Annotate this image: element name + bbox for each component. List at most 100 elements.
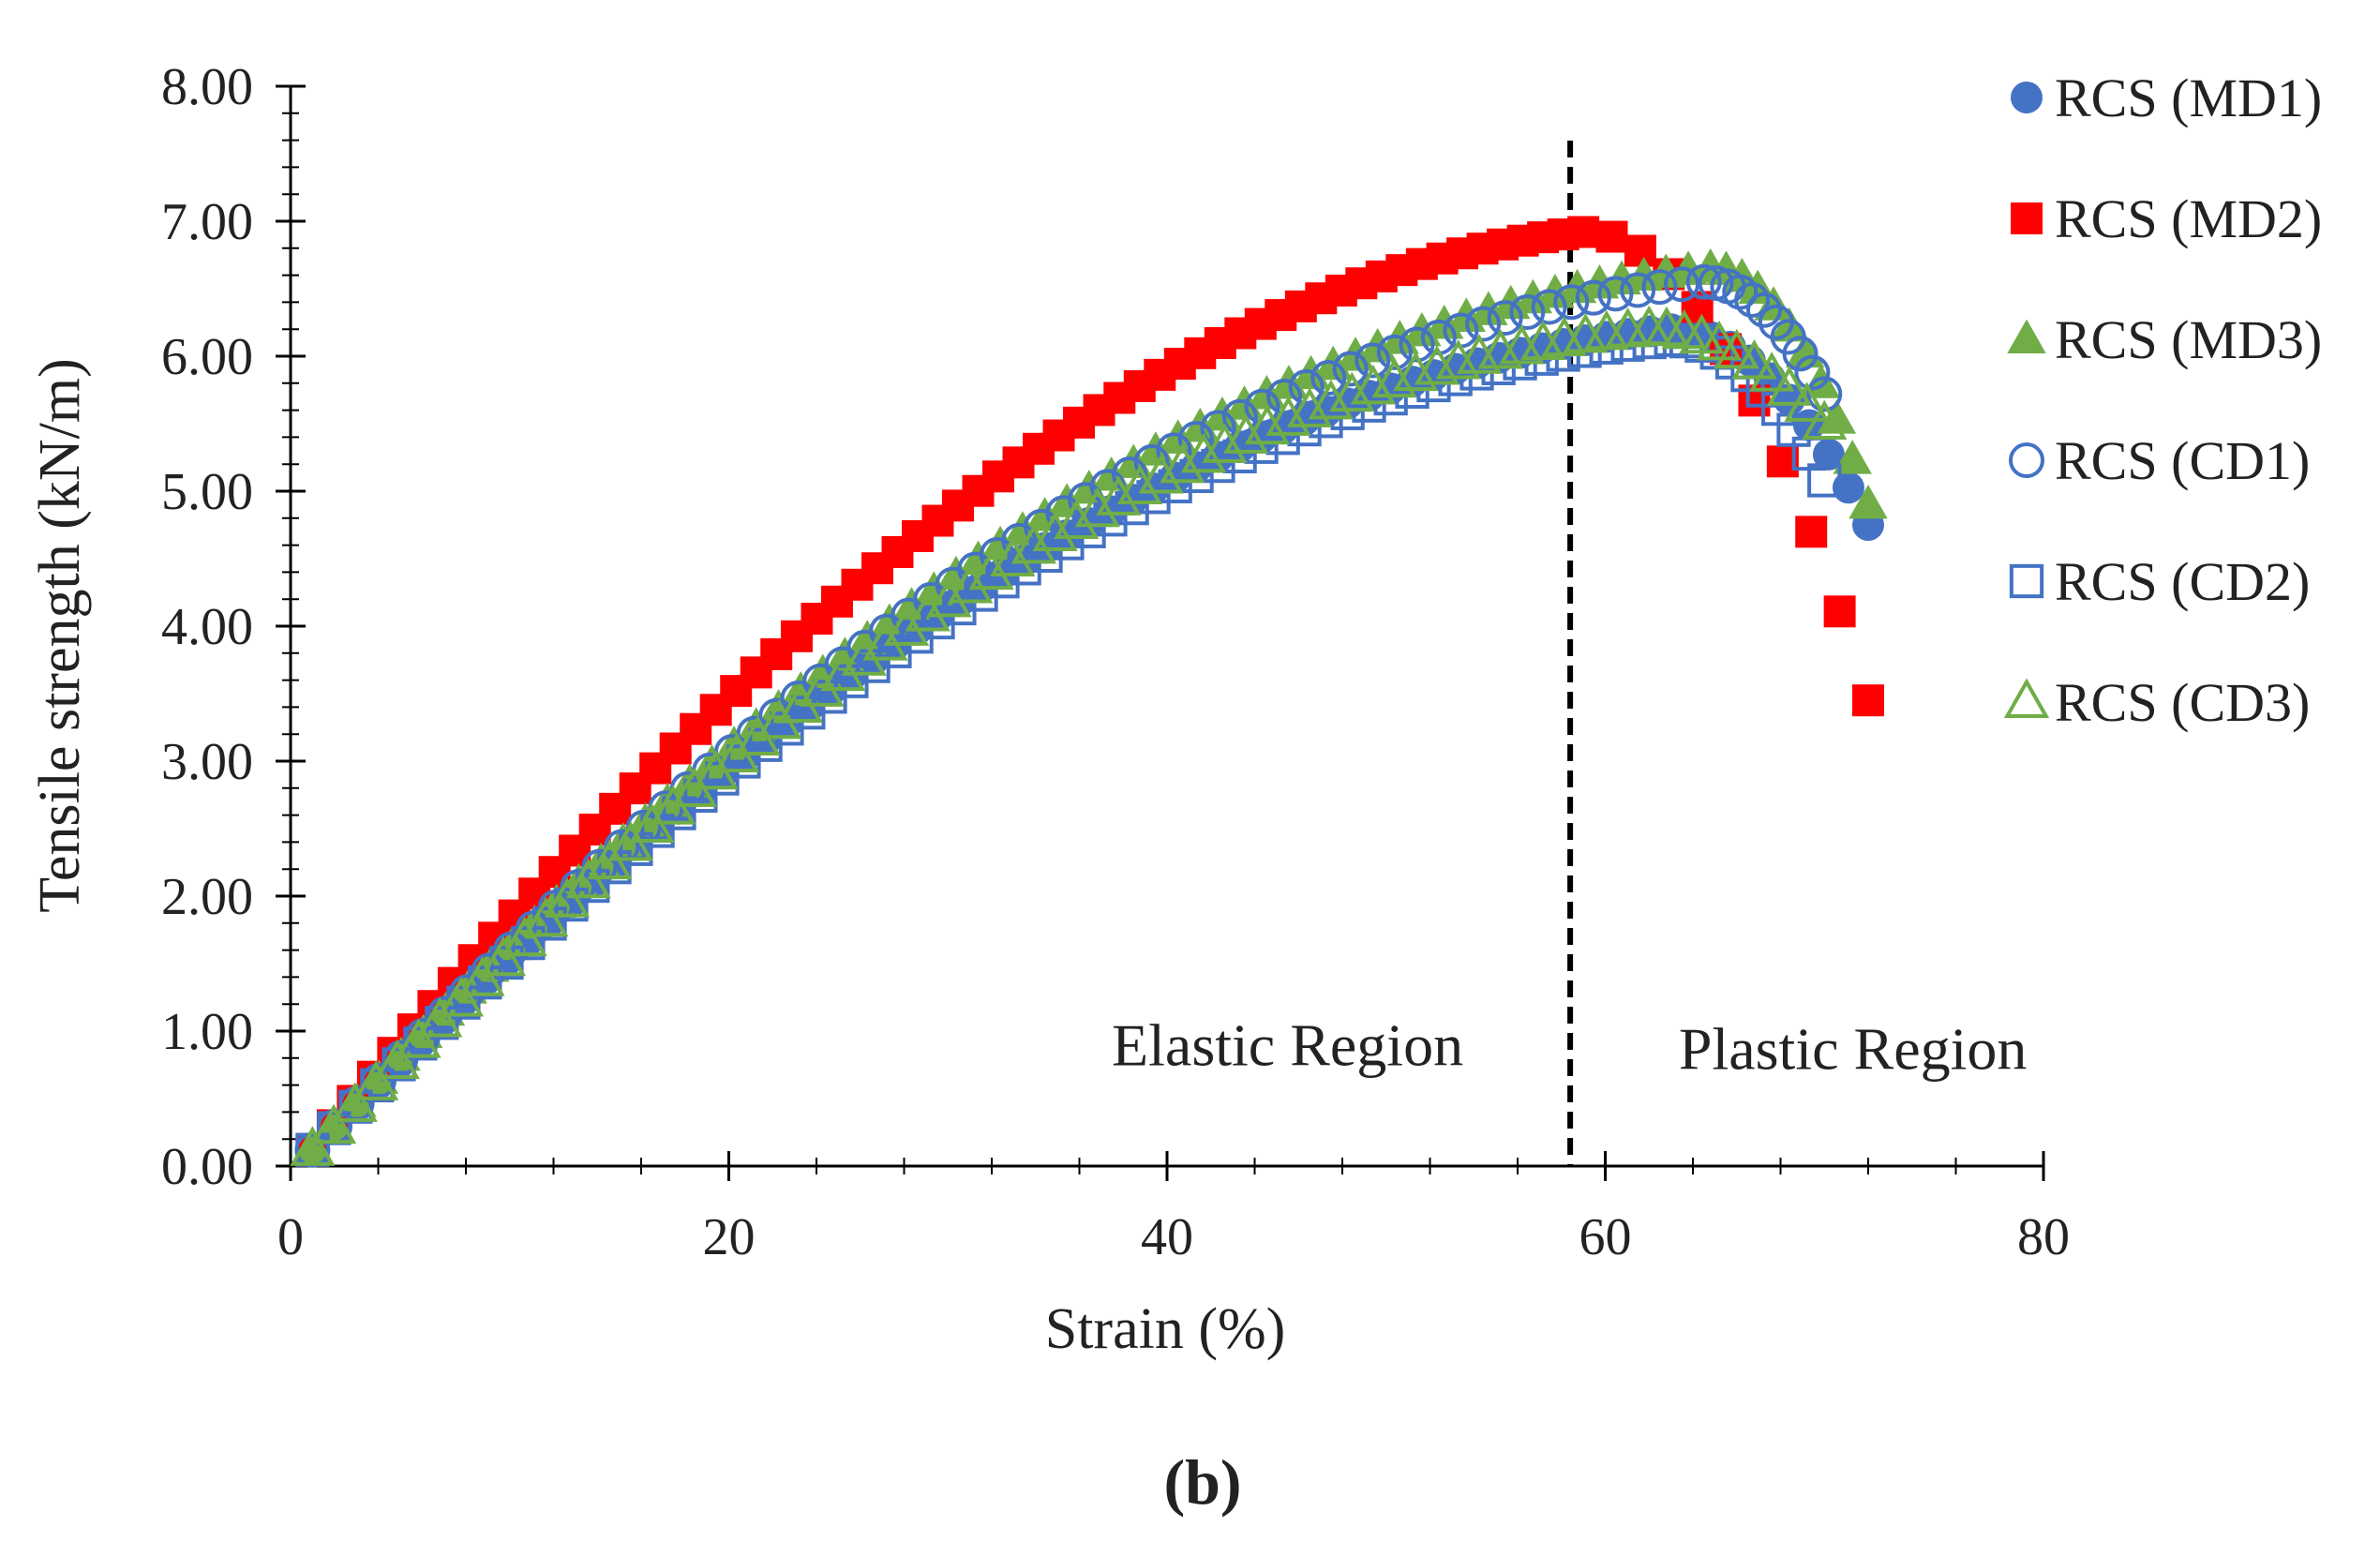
data-point (1200, 410, 1236, 446)
data-point (332, 1082, 378, 1122)
x-tick-label: 60 (1579, 1208, 1632, 1266)
data-point (862, 621, 908, 661)
data-point (1531, 289, 1567, 325)
data-point (1308, 379, 1354, 420)
data-point (1244, 429, 1279, 464)
data-point (396, 1018, 442, 1058)
data-point (1032, 511, 1078, 551)
data-point (438, 976, 485, 1017)
data-point (1287, 411, 1322, 447)
data-point (315, 1106, 354, 1141)
data-point (1641, 269, 1678, 306)
legend-marker (2003, 678, 2050, 718)
data-point (1330, 396, 1365, 430)
data-point (1071, 514, 1106, 548)
data-point (1003, 511, 1042, 546)
y-tick-label: 7.00 (161, 193, 253, 251)
series-rcs-md1 (296, 313, 1884, 1166)
legend-label: RCS (MD3) (2055, 309, 2322, 370)
data-point (1047, 483, 1086, 517)
panel-label: (b) (1163, 1446, 1241, 1518)
data-point (1180, 432, 1227, 473)
data-point (905, 591, 951, 632)
data-point (1202, 423, 1248, 463)
data-point (1329, 371, 1375, 412)
legend-item: RCS (CD1) (2009, 430, 2310, 491)
data-point (1201, 448, 1235, 484)
data-point (1624, 234, 1656, 267)
data-point (1138, 453, 1184, 494)
data-point (1309, 404, 1343, 439)
x-tick-label: 20 (703, 1208, 756, 1266)
data-point (1050, 526, 1085, 561)
data-point (1007, 551, 1041, 586)
data-point (523, 896, 569, 937)
data-point (1028, 538, 1063, 573)
data-point (471, 952, 507, 989)
data-point (1749, 352, 1795, 392)
data-point (1620, 272, 1656, 308)
data-point (926, 576, 972, 618)
data-point (544, 877, 591, 918)
data-point (1595, 220, 1628, 253)
legend-item: RCS (MD3) (2007, 309, 2322, 370)
data-point (1734, 281, 1771, 318)
data-point (1244, 404, 1290, 445)
legend-item: RCS (MD2) (2011, 188, 2322, 249)
legend-marker (2009, 442, 2044, 478)
data-point (1553, 284, 1590, 321)
data-point (1373, 381, 1408, 416)
region-label-plastic: Plastic Region (1679, 1016, 2028, 1083)
data-point (459, 956, 505, 996)
data-point (841, 636, 887, 676)
data-point (1287, 387, 1333, 427)
y-tick-label: 6.00 (161, 328, 253, 386)
data-point (1096, 475, 1142, 516)
data-point (374, 1039, 420, 1080)
region-label-elastic: Elastic Region (1112, 1011, 1463, 1078)
legend-label: RCS (CD1) (2055, 430, 2310, 491)
data-point (449, 974, 486, 1010)
data-point (883, 606, 930, 646)
data-point (1115, 490, 1149, 526)
data-point (353, 1060, 399, 1100)
data-point (292, 1130, 333, 1164)
data-point (1849, 484, 1888, 519)
y-tick-label: 4.00 (161, 598, 253, 656)
legend-item: RCS (CD2) (2009, 551, 2310, 612)
series-rcs-cd3 (290, 305, 1848, 1166)
data-point (1812, 438, 1845, 471)
data-point (1332, 351, 1369, 387)
data-point (1177, 421, 1214, 457)
data-point (1355, 342, 1391, 379)
data-point (1133, 444, 1170, 481)
plot-area (290, 216, 1888, 1168)
data-point (1266, 379, 1303, 415)
y-tick-label: 1.00 (161, 1003, 253, 1061)
y-tick-label: 3.00 (161, 733, 253, 791)
data-point (1395, 374, 1429, 410)
y-tick-label: 2.00 (161, 868, 253, 926)
data-point (968, 549, 1014, 591)
legend-label: RCS (CD3) (2055, 672, 2310, 733)
data-point (1074, 486, 1121, 528)
y-tick-label: 0.00 (161, 1138, 253, 1196)
x-tick-label: 80 (2017, 1208, 2070, 1266)
y-tick-label: 8.00 (161, 58, 253, 116)
data-point (1265, 396, 1311, 436)
data-point (1509, 294, 1546, 331)
data-point (1352, 388, 1386, 423)
y-tick-label: 5.00 (161, 463, 253, 521)
legend-marker (2009, 563, 2044, 599)
data-point (1093, 502, 1128, 537)
data-point (1794, 354, 1831, 391)
data-point (1714, 328, 1759, 369)
data-point (1116, 464, 1163, 504)
data-point (1597, 276, 1634, 312)
data-point (480, 935, 527, 977)
data-point (1244, 388, 1280, 425)
data-point (1770, 307, 1809, 342)
data-point (1221, 398, 1258, 435)
data-point (947, 563, 994, 604)
data-point (985, 564, 1020, 599)
